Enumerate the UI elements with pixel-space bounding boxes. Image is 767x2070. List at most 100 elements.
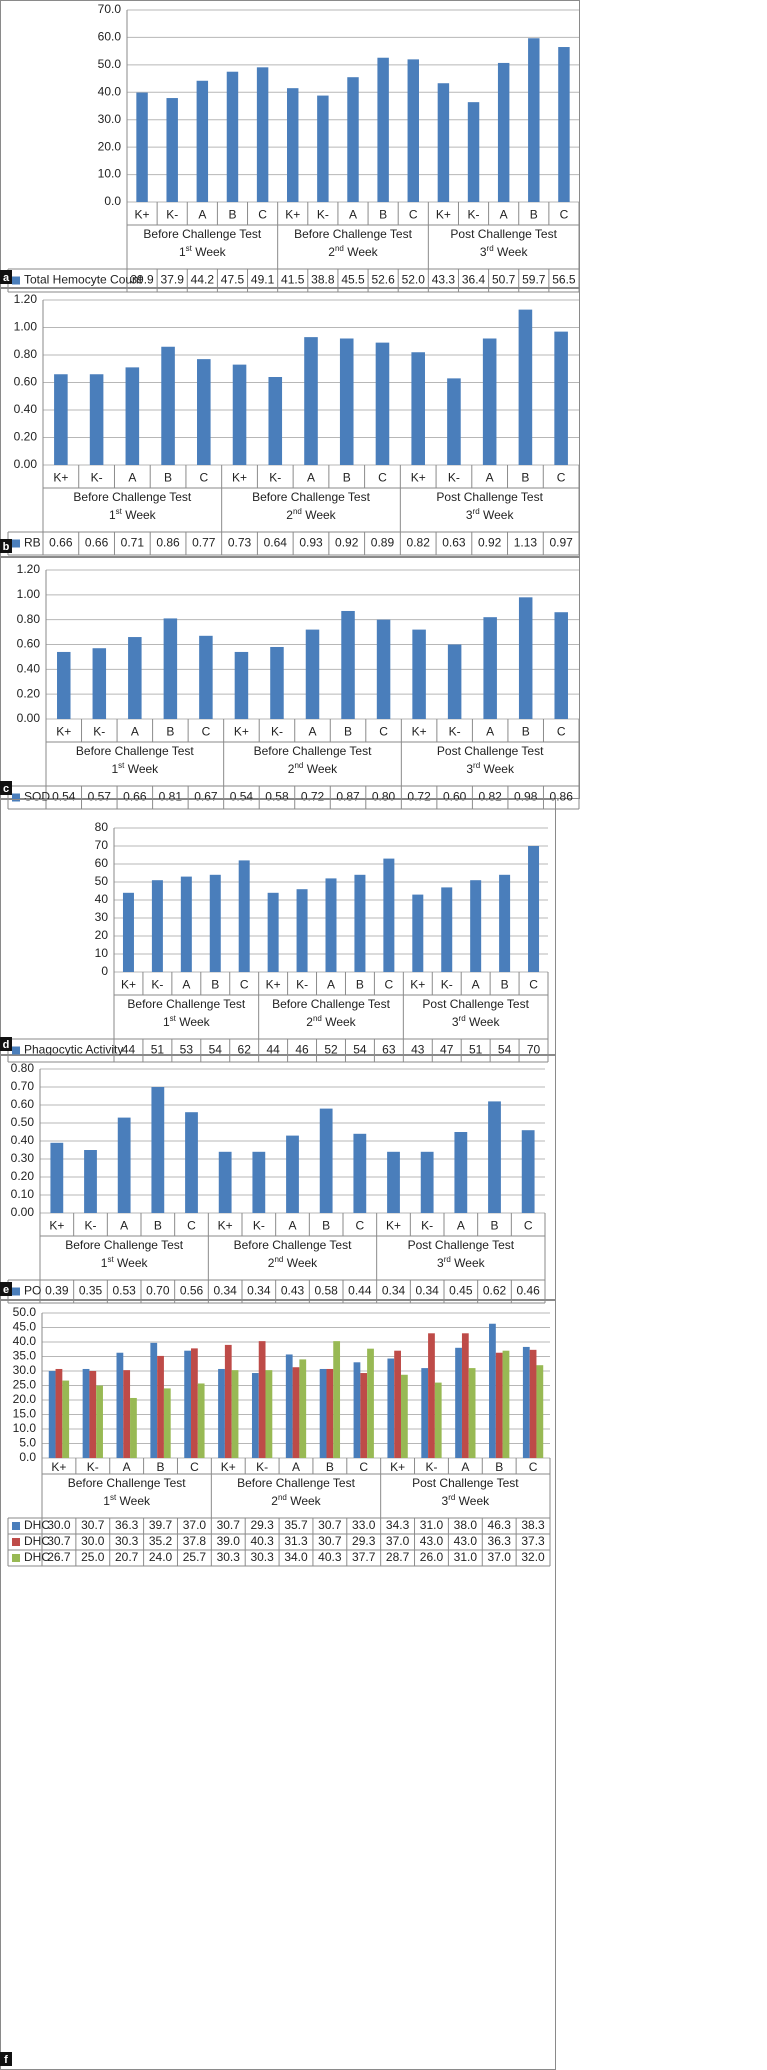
bar-a-s0-c4	[256, 67, 269, 202]
y-tick-label: 0.60	[17, 637, 41, 651]
x-category-label: K-	[93, 725, 105, 739]
bar-b-s0-c11	[447, 378, 461, 465]
bar-d-s0-c10	[412, 894, 424, 972]
bar-f-s1-c5	[224, 1344, 232, 1458]
legend-series-name: PO	[24, 1284, 41, 1298]
data-value-label: 37.3	[521, 1534, 545, 1548]
group-label: Before Challenge Test	[143, 227, 262, 241]
data-value-label: 20.7	[115, 1550, 139, 1564]
data-value-label: 0.73	[228, 536, 252, 550]
data-value-label: 30.7	[217, 1518, 241, 1532]
legend-series-name: SOD	[24, 790, 50, 804]
bar-e-s0-c10	[387, 1151, 400, 1213]
chart-panel-d: 0 10 20 30 40 50 60 70 80 K+ K- A B C K+ K- A B C K+ K- A B C Be…	[0, 799, 556, 1063]
y-tick-label: 1.00	[17, 587, 41, 601]
x-category-label: C	[190, 1460, 199, 1474]
bar-f-s2-c11	[434, 1382, 442, 1458]
x-category-label: A	[198, 208, 206, 222]
bar-f-s1-c12	[461, 1333, 469, 1458]
bar-f-s1-c0	[55, 1368, 63, 1458]
x-category-label: K+	[412, 725, 427, 739]
x-category-label: C	[409, 208, 418, 222]
data-value-label: 0.72	[301, 790, 325, 804]
bar-d-s0-c8	[354, 874, 366, 972]
bar-f-s0-c11	[421, 1368, 429, 1458]
bar-c-s0-c3	[163, 618, 178, 719]
bar-f-s2-c2	[130, 1397, 137, 1458]
bar-c-s0-c10	[412, 629, 426, 719]
x-category-label: K-	[421, 1219, 433, 1233]
panel-letter: c	[3, 783, 9, 795]
bar-f-s2-c7	[299, 1359, 307, 1458]
x-category-label: K+	[218, 1219, 233, 1233]
legend-key	[12, 276, 20, 285]
bar-d-s0-c3	[209, 874, 221, 972]
bar-f-s1-c14	[529, 1349, 537, 1458]
x-category-label: C	[529, 978, 538, 992]
bar-e-s0-c6	[252, 1151, 266, 1213]
bar-c-s0-c14	[554, 612, 568, 719]
bar-a-s0-c9	[407, 59, 419, 202]
bar-f-s2-c14	[536, 1365, 544, 1458]
data-value-label: 0.63	[442, 536, 466, 550]
data-value-label: 0.57	[88, 790, 112, 804]
legend-series-name: Total Hemocyte Count	[24, 273, 143, 287]
bar-e-s0-c5	[218, 1151, 232, 1213]
x-category-label: B	[164, 471, 172, 485]
data-value-label: 39.0	[217, 1534, 241, 1548]
data-value-label: 26.0	[420, 1550, 444, 1564]
panel-frame	[0, 799, 556, 1055]
x-category-label: B	[379, 208, 387, 222]
data-value-label: 0.72	[407, 790, 431, 804]
week-number: 2	[328, 245, 335, 259]
bar-b-s0-c13	[518, 309, 533, 465]
x-category-label: B	[343, 471, 351, 485]
bar-a-s0-c12	[497, 62, 510, 203]
bar-d-s0-c2	[180, 876, 192, 972]
x-category-label: K-	[271, 725, 283, 739]
x-category-label: A	[288, 1219, 296, 1233]
week-label: 1st Week	[111, 761, 159, 776]
week-number: 1	[109, 508, 116, 522]
bar-d-s0-c6	[296, 889, 308, 972]
x-category-label: B	[157, 1460, 165, 1474]
week-number: 3	[480, 245, 487, 259]
bar-f-s0-c5	[218, 1368, 225, 1458]
y-tick-label: 20.0	[98, 139, 122, 153]
y-tick-label: 1.20	[17, 562, 41, 576]
bar-f-s2-c0	[62, 1380, 70, 1458]
bar-a-s0-c10	[437, 83, 450, 202]
panel-letter: e	[3, 1284, 9, 1296]
week-number: 1	[179, 245, 186, 259]
bar-b-s0-c9	[375, 342, 390, 465]
bar-d-s0-c4	[238, 860, 250, 972]
week-suffix-sup: nd	[278, 1493, 287, 1502]
data-value-label: 37.0	[386, 1534, 410, 1548]
y-tick-label: 50	[95, 874, 109, 888]
x-category-label: C	[240, 978, 249, 992]
week-word: Week	[283, 1256, 318, 1270]
data-value-label: 40.3	[318, 1550, 342, 1564]
data-value-label: 0.98	[514, 790, 538, 804]
bar-f-s1-c8	[326, 1368, 334, 1458]
x-category-label: C	[557, 471, 566, 485]
data-value-label: 46	[295, 1043, 309, 1057]
bar-f-s0-c8	[319, 1368, 327, 1458]
bar-f-s0-c7	[285, 1354, 293, 1458]
panel-frame	[0, 288, 580, 557]
x-category-label: K-	[253, 1219, 265, 1233]
x-category-label: B	[344, 725, 352, 739]
bar-f-s1-c9	[360, 1373, 368, 1458]
bar-f-s0-c4	[184, 1350, 192, 1458]
week-word: Week	[494, 245, 529, 259]
data-value-label: 35.2	[149, 1534, 173, 1548]
y-tick-label: 0.00	[17, 711, 41, 725]
week-suffix-sup: nd	[274, 1255, 283, 1264]
data-value-label: 52.0	[402, 273, 426, 287]
data-value-label: 70	[527, 1043, 541, 1057]
bar-b-s0-c1	[89, 374, 104, 465]
bar-b-s0-c4	[197, 359, 211, 465]
data-value-label: 44.2	[191, 273, 215, 287]
data-value-label: 34.3	[386, 1518, 410, 1532]
data-value-label: 0.81	[159, 790, 183, 804]
